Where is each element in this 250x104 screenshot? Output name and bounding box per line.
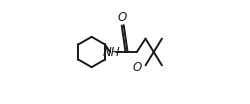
Text: O: O (132, 61, 141, 74)
Text: O: O (117, 11, 126, 24)
Text: NH: NH (102, 46, 120, 58)
